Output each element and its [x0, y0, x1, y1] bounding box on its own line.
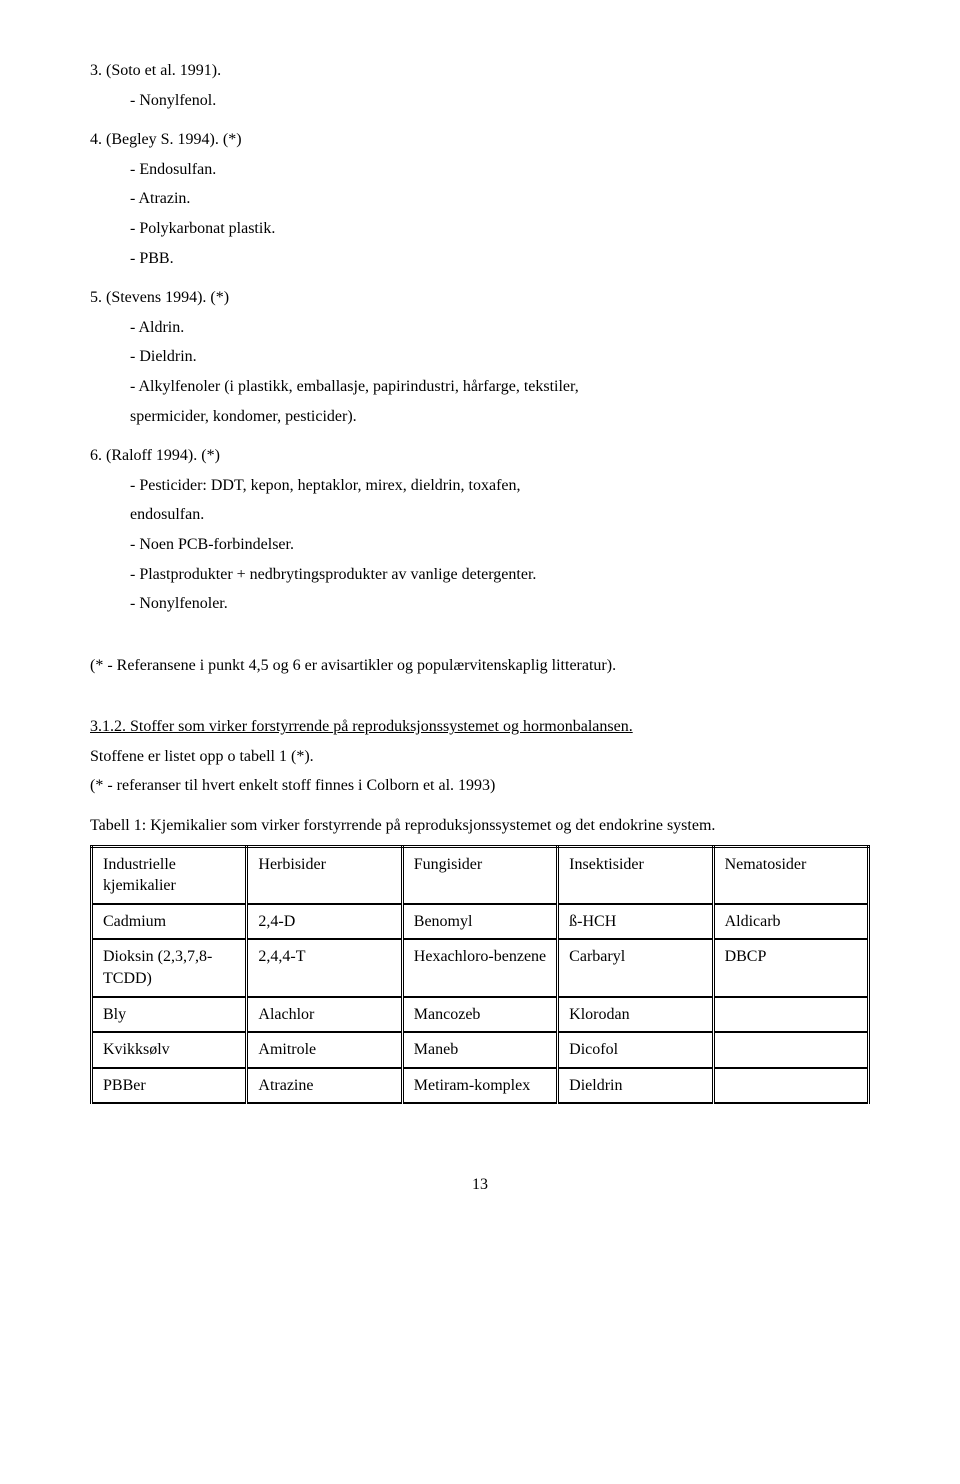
table-row: Industrielle kjemikalier Herbisider Fung… [92, 846, 869, 904]
list-line: - Polykarbonat plastik. [90, 218, 870, 240]
table-cell: ß-HCH [558, 904, 713, 940]
table-cell: PBBer [92, 1068, 247, 1104]
section-heading: 3.1.2. Stoffer som virker forstyrrende p… [90, 716, 870, 738]
list-line: - Noen PCB-forbindelser. [90, 534, 870, 556]
table-cell: Mancozeb [402, 997, 557, 1033]
table-cell: Aldicarb [713, 904, 868, 940]
table-cell [713, 1068, 868, 1104]
list-line: 3. (Soto et al. 1991). [90, 60, 870, 82]
list-line: 6. (Raloff 1994). (*) [90, 445, 870, 467]
list-line: spermicider, kondomer, pesticider). [90, 406, 870, 428]
table-cell: Amitrole [247, 1032, 402, 1068]
footnote-text: (* - Referansene i punkt 4,5 og 6 er avi… [90, 655, 870, 677]
table-cell: Dieldrin [558, 1068, 713, 1104]
list-line: - Atrazin. [90, 188, 870, 210]
table-row: PBBer Atrazine Metiram-komplex Dieldrin [92, 1068, 869, 1104]
table-row: Bly Alachlor Mancozeb Klorodan [92, 997, 869, 1033]
table-cell: Fungisider [402, 846, 557, 904]
table-cell: Alachlor [247, 997, 402, 1033]
document-body: 3. (Soto et al. 1991). - Nonylfenol. 4. … [90, 60, 870, 1196]
list-line: 4. (Begley S. 1994). (*) [90, 129, 870, 151]
list-line: - Pesticider: DDT, kepon, heptaklor, mir… [90, 475, 870, 497]
table-cell: Nematosider [713, 846, 868, 904]
table-cell: 2,4-D [247, 904, 402, 940]
table-cell: Kvikksølv [92, 1032, 247, 1068]
table-cell: Industrielle kjemikalier [92, 846, 247, 904]
table-row: Kvikksølv Amitrole Maneb Dicofol [92, 1032, 869, 1068]
list-line: 5. (Stevens 1994). (*) [90, 287, 870, 309]
table-cell: Dioksin (2,3,7,8-TCDD) [92, 939, 247, 996]
table-cell: Klorodan [558, 997, 713, 1033]
list-line: - Alkylfenoler (i plastikk, emballasje, … [90, 376, 870, 398]
table-cell: Benomyl [402, 904, 557, 940]
table-cell: Insektisider [558, 846, 713, 904]
heading-text: 3.1.2. Stoffer som virker forstyrrende p… [90, 718, 633, 735]
table-cell: Hexachloro-benzene [402, 939, 557, 996]
table-caption: Tabell 1: Kjemikalier som virker forstyr… [90, 815, 870, 837]
table-row: Cadmium 2,4-D Benomyl ß-HCH Aldicarb [92, 904, 869, 940]
page-number: 13 [90, 1174, 870, 1196]
table-cell [713, 997, 868, 1033]
list-line: - Nonylfenoler. [90, 593, 870, 615]
list-line: - Nonylfenol. [90, 90, 870, 112]
list-line: - Aldrin. [90, 317, 870, 339]
paragraph-text: (* - referanser til hvert enkelt stoff f… [90, 775, 870, 797]
table-cell: Maneb [402, 1032, 557, 1068]
table-cell [713, 1032, 868, 1068]
chemicals-table: Industrielle kjemikalier Herbisider Fung… [90, 845, 870, 1105]
table-cell: 2,4,4-T [247, 939, 402, 996]
table-cell: Metiram-komplex [402, 1068, 557, 1104]
table-cell: Carbaryl [558, 939, 713, 996]
list-line: endosulfan. [90, 504, 870, 526]
list-line: - PBB. [90, 248, 870, 270]
table-row: Dioksin (2,3,7,8-TCDD) 2,4,4-T Hexachlor… [92, 939, 869, 996]
list-line: - Endosulfan. [90, 159, 870, 181]
table-cell: Atrazine [247, 1068, 402, 1104]
list-line: - Dieldrin. [90, 346, 870, 368]
paragraph-text: Stoffene er listet opp o tabell 1 (*). [90, 746, 870, 768]
list-line: - Plastprodukter + nedbrytingsprodukter … [90, 564, 870, 586]
table-cell: Dicofol [558, 1032, 713, 1068]
table-cell: DBCP [713, 939, 868, 996]
table-cell: Bly [92, 997, 247, 1033]
table-cell: Cadmium [92, 904, 247, 940]
table-cell: Herbisider [247, 846, 402, 904]
